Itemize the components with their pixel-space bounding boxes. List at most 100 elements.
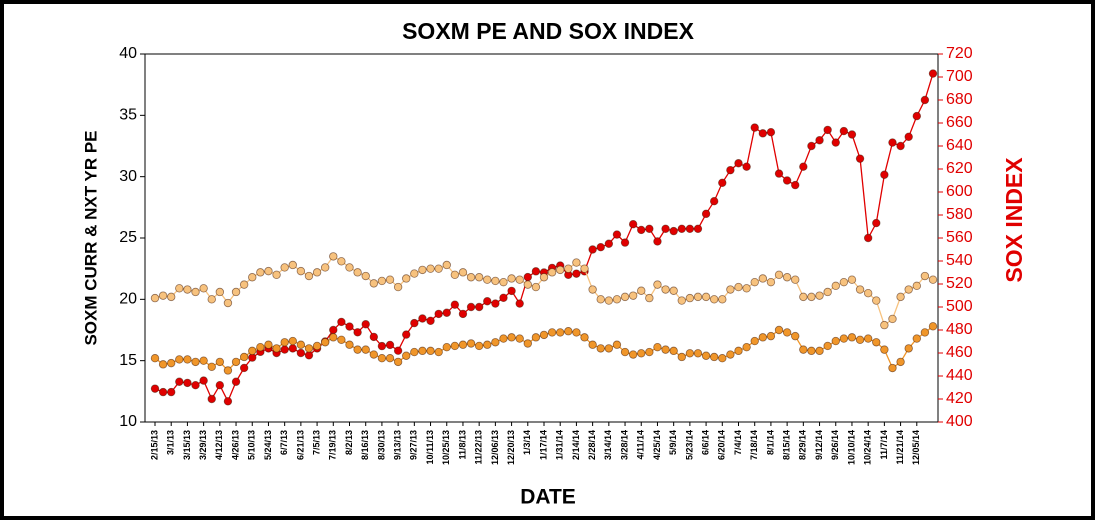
data-point bbox=[418, 314, 427, 323]
data-point bbox=[353, 268, 362, 277]
data-point bbox=[815, 291, 824, 300]
data-point bbox=[304, 351, 314, 360]
y2-tick-label: 400 bbox=[946, 413, 973, 430]
data-point bbox=[872, 338, 881, 347]
data-point bbox=[799, 345, 808, 354]
data-point bbox=[653, 280, 662, 289]
data-point bbox=[329, 325, 338, 335]
data-point bbox=[361, 320, 370, 329]
data-point bbox=[483, 340, 492, 349]
data-point bbox=[661, 285, 670, 294]
x-tick-label: 2/15/13 bbox=[149, 430, 159, 460]
data-point bbox=[880, 320, 889, 330]
data-point bbox=[167, 387, 176, 397]
data-point bbox=[758, 274, 768, 283]
data-point bbox=[604, 239, 614, 248]
data-point bbox=[223, 397, 233, 406]
data-point bbox=[896, 357, 905, 367]
data-point bbox=[458, 309, 468, 319]
data-point bbox=[815, 346, 824, 356]
data-point bbox=[434, 309, 443, 319]
data-point bbox=[791, 180, 800, 190]
data-point bbox=[361, 345, 370, 354]
x-tick-label: 11/7/14 bbox=[879, 430, 889, 460]
data-point bbox=[167, 292, 176, 302]
data-point bbox=[645, 224, 654, 233]
data-point bbox=[466, 302, 476, 312]
data-point bbox=[896, 141, 905, 151]
x-tick-label: 2/28/14 bbox=[587, 430, 597, 460]
data-point bbox=[831, 336, 840, 346]
data-point bbox=[474, 273, 484, 282]
data-point bbox=[596, 344, 605, 353]
data-point bbox=[385, 354, 395, 363]
data-point bbox=[393, 357, 403, 367]
data-point bbox=[231, 287, 241, 297]
x-tick-label: 4/11/14 bbox=[636, 430, 646, 460]
data-point bbox=[402, 330, 411, 339]
data-point bbox=[661, 345, 670, 354]
data-point bbox=[669, 226, 678, 236]
background bbox=[4, 4, 1091, 516]
data-point bbox=[150, 384, 160, 393]
data-point bbox=[410, 347, 419, 357]
data-point bbox=[280, 263, 289, 272]
data-point bbox=[904, 132, 913, 141]
x-tick-label: 8/2/13 bbox=[344, 430, 354, 455]
data-point bbox=[588, 245, 597, 254]
x-tick-label: 1/3/14 bbox=[522, 430, 532, 455]
data-point bbox=[183, 285, 192, 294]
data-point bbox=[774, 270, 784, 279]
x-tick-label: 8/16/13 bbox=[360, 430, 370, 460]
data-point bbox=[872, 218, 881, 228]
data-point bbox=[483, 275, 492, 284]
x-tick-label: 1/17/14 bbox=[538, 430, 548, 460]
data-point bbox=[677, 296, 686, 305]
data-point bbox=[782, 328, 792, 337]
data-point bbox=[491, 276, 500, 286]
data-point bbox=[523, 272, 532, 282]
y2-tick-label: 680 bbox=[946, 91, 973, 108]
x-tick-label: 1/31/14 bbox=[555, 430, 565, 460]
data-point bbox=[158, 291, 168, 300]
data-point bbox=[807, 141, 816, 151]
data-point bbox=[418, 265, 427, 275]
data-point bbox=[248, 273, 257, 282]
data-point bbox=[580, 333, 589, 342]
data-point bbox=[912, 281, 921, 291]
data-point bbox=[531, 282, 541, 292]
data-point bbox=[434, 264, 443, 273]
data-point bbox=[637, 349, 646, 358]
x-tick-label: 6/20/14 bbox=[717, 430, 727, 460]
data-point bbox=[637, 286, 646, 295]
y2-tick-label: 540 bbox=[946, 252, 973, 269]
data-point bbox=[175, 284, 184, 293]
data-point bbox=[628, 291, 638, 300]
data-point bbox=[580, 264, 589, 273]
x-tick-label: 6/6/14 bbox=[700, 430, 710, 455]
data-point bbox=[345, 263, 354, 272]
data-point bbox=[774, 169, 784, 178]
x-axis-label: DATE bbox=[520, 486, 576, 509]
x-tick-label: 8/30/13 bbox=[376, 430, 386, 460]
y2-tick-label: 440 bbox=[946, 367, 973, 384]
data-point bbox=[685, 293, 695, 303]
data-point bbox=[620, 292, 630, 302]
x-tick-label: 12/05/14 bbox=[911, 430, 921, 465]
data-point bbox=[369, 279, 379, 288]
y-tick-label: 40 bbox=[119, 45, 137, 62]
data-point bbox=[393, 282, 403, 292]
y2-tick-label: 600 bbox=[946, 183, 973, 200]
data-point bbox=[742, 342, 751, 352]
data-point bbox=[880, 345, 889, 354]
data-point bbox=[499, 334, 508, 343]
x-tick-label: 12/06/13 bbox=[490, 430, 500, 465]
data-point bbox=[402, 274, 411, 283]
x-tick-label: 5/23/14 bbox=[684, 430, 694, 460]
data-point bbox=[726, 350, 735, 359]
data-point bbox=[183, 378, 192, 388]
data-point bbox=[734, 159, 743, 168]
data-point bbox=[863, 334, 873, 343]
data-point bbox=[872, 296, 881, 305]
data-point bbox=[588, 285, 597, 294]
